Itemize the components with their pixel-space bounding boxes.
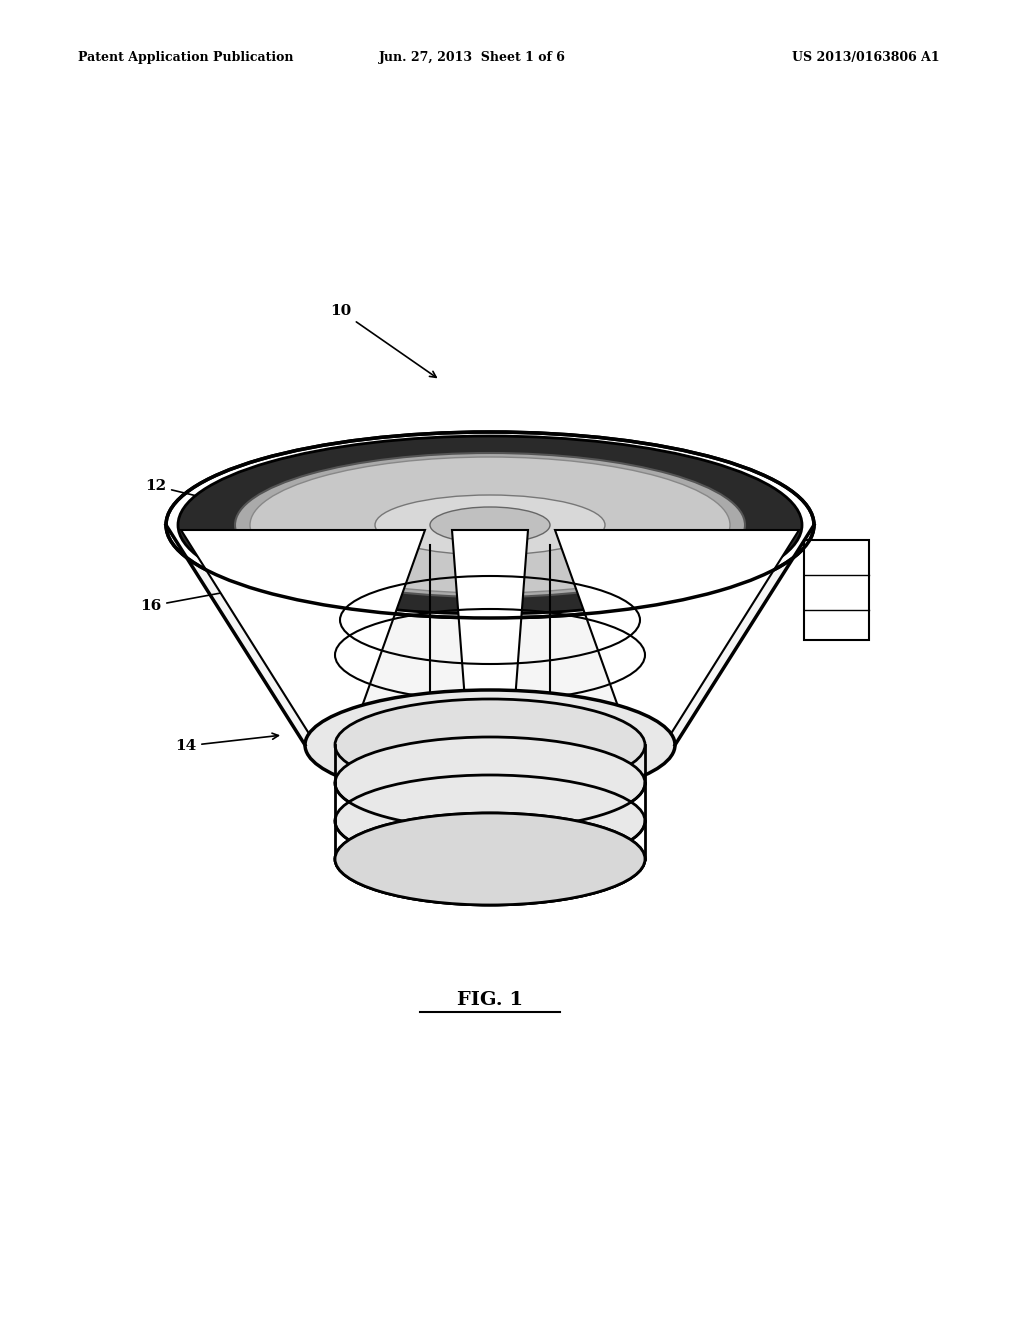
Text: 16: 16 [140, 589, 232, 612]
Ellipse shape [430, 507, 550, 543]
Ellipse shape [335, 737, 645, 829]
Text: US 2013/0163806 A1: US 2013/0163806 A1 [793, 51, 940, 65]
Polygon shape [555, 531, 799, 741]
Text: 12: 12 [145, 479, 251, 511]
Ellipse shape [178, 436, 802, 614]
Text: FIG. 1: FIG. 1 [457, 991, 523, 1008]
Ellipse shape [335, 775, 645, 867]
Ellipse shape [335, 813, 645, 906]
Ellipse shape [250, 457, 730, 593]
Ellipse shape [375, 495, 605, 554]
Ellipse shape [305, 690, 675, 800]
Ellipse shape [335, 813, 645, 906]
Polygon shape [804, 540, 869, 640]
Polygon shape [452, 531, 528, 741]
Text: 10: 10 [330, 304, 436, 378]
Ellipse shape [166, 432, 814, 618]
Text: Patent Application Publication: Patent Application Publication [78, 51, 294, 65]
Polygon shape [166, 525, 814, 744]
Ellipse shape [335, 700, 645, 791]
Text: 14: 14 [175, 733, 279, 752]
Text: Jun. 27, 2013  Sheet 1 of 6: Jun. 27, 2013 Sheet 1 of 6 [379, 51, 565, 65]
Polygon shape [181, 531, 425, 741]
Ellipse shape [234, 453, 745, 597]
